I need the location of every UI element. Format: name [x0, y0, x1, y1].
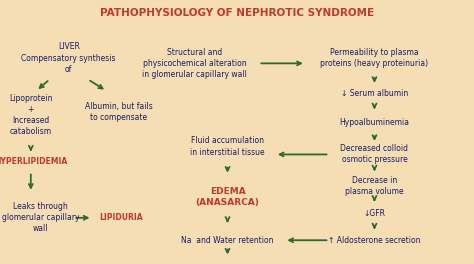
Text: LIPIDURIA: LIPIDURIA: [99, 213, 143, 222]
Text: PATHOPHYSIOLOGY OF NEPHROTIC SYNDROME: PATHOPHYSIOLOGY OF NEPHROTIC SYNDROME: [100, 8, 374, 18]
Text: Permeability to plasma
proteins (heavy proteinuria): Permeability to plasma proteins (heavy p…: [320, 48, 428, 68]
Text: EDEMA
(ANASARCA): EDEMA (ANASARCA): [196, 187, 259, 207]
Text: HYPERLIPIDEMIA: HYPERLIPIDEMIA: [0, 157, 67, 166]
Text: Albumin, but fails
to compensate: Albumin, but fails to compensate: [85, 102, 152, 122]
Text: Leaks through
glomerular capillary
wall: Leaks through glomerular capillary wall: [1, 202, 79, 233]
Text: Hypoalbuminemia: Hypoalbuminemia: [339, 118, 410, 127]
Text: Fluid accumulation
in interstitial tissue: Fluid accumulation in interstitial tissu…: [190, 136, 265, 157]
Text: Structural and
physicochemical alteration
in glomerular capillary wall: Structural and physicochemical alteratio…: [142, 48, 247, 79]
Text: ↓GFR: ↓GFR: [364, 209, 385, 218]
Text: ↑ Aldosterone secretion: ↑ Aldosterone secretion: [328, 236, 421, 245]
Text: Decreased colloid
osmotic pressure: Decreased colloid osmotic pressure: [340, 144, 409, 164]
Text: Lipoprotein
+
Increased
catabolism: Lipoprotein + Increased catabolism: [9, 94, 53, 136]
Text: ↓ Serum albumin: ↓ Serum albumin: [341, 89, 408, 98]
Text: Decrease in
plasma volume: Decrease in plasma volume: [345, 176, 404, 196]
Text: Na  and Water retention: Na and Water retention: [181, 236, 274, 245]
Text: LIVER
Compensatory synthesis
of: LIVER Compensatory synthesis of: [21, 43, 116, 74]
